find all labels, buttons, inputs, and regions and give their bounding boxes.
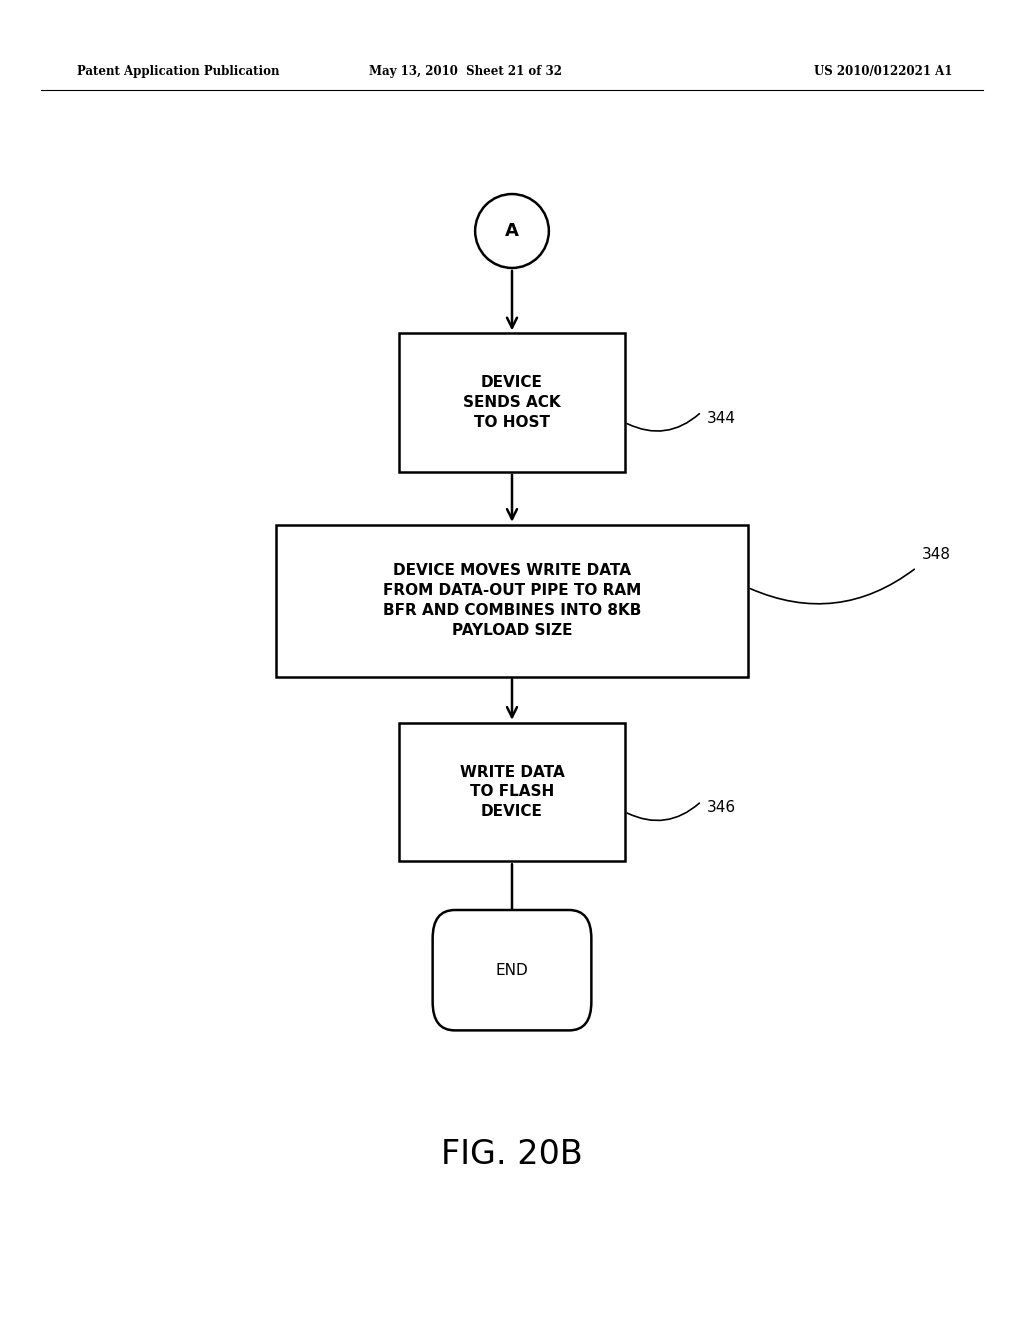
Text: FIG. 20B: FIG. 20B [441, 1138, 583, 1172]
Bar [276, 525, 748, 677]
Text: 348: 348 [922, 546, 950, 562]
Text: Patent Application Publication: Patent Application Publication [77, 66, 280, 78]
Bar [399, 333, 625, 471]
Text: WRITE DATA
TO FLASH
DEVICE: WRITE DATA TO FLASH DEVICE [460, 764, 564, 820]
Text: DEVICE
SENDS ACK
TO HOST: DEVICE SENDS ACK TO HOST [463, 375, 561, 430]
Text: DEVICE MOVES WRITE DATA
FROM DATA-OUT PIPE TO RAM
BFR AND COMBINES INTO 8KB
PAYL: DEVICE MOVES WRITE DATA FROM DATA-OUT PI… [383, 564, 641, 638]
Text: 344: 344 [707, 411, 735, 426]
Text: May 13, 2010  Sheet 21 of 32: May 13, 2010 Sheet 21 of 32 [370, 66, 562, 78]
Text: END: END [496, 962, 528, 978]
FancyBboxPatch shape [432, 909, 592, 1031]
Bar [399, 723, 625, 861]
Text: 346: 346 [707, 800, 735, 816]
Text: US 2010/0122021 A1: US 2010/0122021 A1 [814, 66, 952, 78]
Text: A: A [505, 222, 519, 240]
